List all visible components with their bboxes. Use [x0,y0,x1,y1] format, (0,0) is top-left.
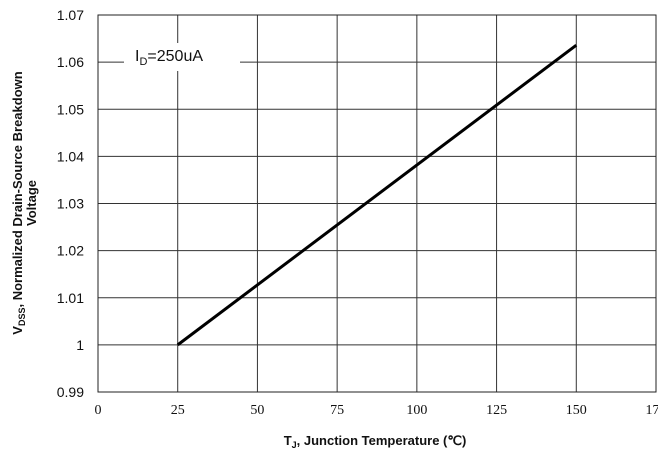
y-tick-label: 1 [76,337,84,353]
x-tick-label: 125 [486,403,507,418]
x-axis-label: TJ, Junction Temperature (℃) [284,433,467,450]
x-tick-label: 150 [566,403,587,418]
y-axis-label: VDSS, Normalized Drain-Source Breakdown [10,71,27,334]
grid [97,14,657,393]
y-axis-label-rest: , Normalized Drain-Source Breakdown [10,71,25,307]
plot-frame [97,14,657,393]
y-tick-label: 1.02 [57,243,84,259]
y-axis-label-main: V [10,326,25,335]
x-axis-label-main: T [284,433,292,448]
x-tick-labels: 0 25 50 75 100 125 150 175 [95,403,658,418]
x-axis-label-sub: J [292,440,297,450]
annotation-sub: D [139,56,147,68]
annotation-main: I [135,48,139,65]
y-axis-label-sub: DSS [17,308,27,327]
x-axis-label-rest: , Junction Temperature (℃) [297,433,467,448]
y-axis-label-group: VDSS, Normalized Drain-Source Breakdown … [10,71,39,334]
annotation-label: ID=250uA [135,48,203,68]
series-line [176,43,578,347]
y-tick-label: 0.99 [57,384,84,400]
x-tick-label: 100 [406,403,427,418]
y-tick-labels: 0.99 1 1.01 1.02 1.03 1.04 1.05 1.06 1.07 [57,7,84,400]
y-tick-label: 1.04 [57,148,84,164]
x-tick-label: 25 [171,403,185,418]
annotation-rest: =250uA [147,48,203,65]
annotation-background [124,43,240,71]
x-tick-label: 50 [250,403,264,418]
y-tick-label: 1.06 [57,54,84,70]
x-tick-label: 0 [95,403,102,418]
y-axis-label-line2: Voltage [24,180,39,226]
y-tick-label: 1.03 [57,196,84,212]
y-tick-label: 1.01 [57,290,84,306]
x-tick-label: 175 [646,403,658,418]
y-tick-label: 1.05 [57,101,84,117]
y-tick-label: 1.07 [57,7,84,23]
x-tick-label: 75 [330,403,344,418]
series-group [176,43,578,347]
